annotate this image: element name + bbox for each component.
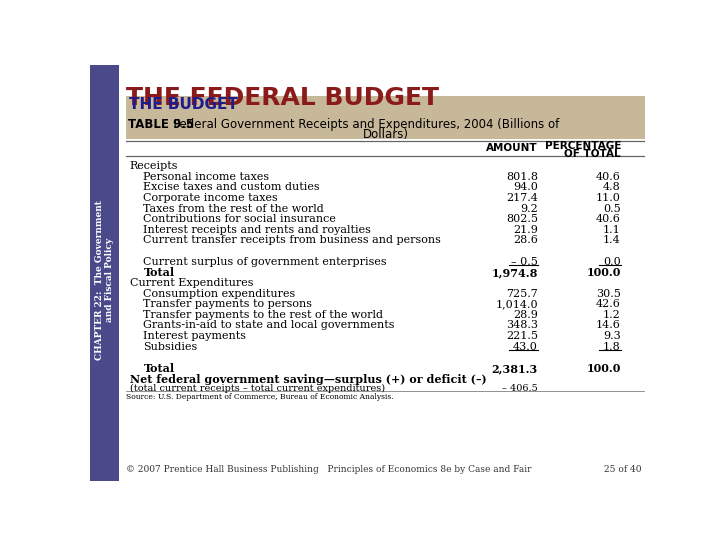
Text: 28.6: 28.6 (513, 235, 538, 246)
Text: 1.2: 1.2 (603, 310, 621, 320)
Text: Current Expenditures: Current Expenditures (130, 278, 253, 288)
Text: (total current receipts – total current expenditures): (total current receipts – total current … (130, 384, 384, 393)
Text: Federal Government Receipts and Expenditures, 2004 (Billions of: Federal Government Receipts and Expendit… (166, 118, 559, 131)
Text: 28.9: 28.9 (513, 310, 538, 320)
Text: Subsidies: Subsidies (143, 342, 198, 352)
Text: 9.3: 9.3 (603, 331, 621, 341)
Text: 4.8: 4.8 (603, 183, 621, 192)
Text: 40.6: 40.6 (596, 172, 621, 181)
Text: 221.5: 221.5 (506, 331, 538, 341)
Text: Grants-in-aid to state and local governments: Grants-in-aid to state and local governm… (143, 320, 395, 330)
Text: Consumption expenditures: Consumption expenditures (143, 288, 296, 299)
Text: 1.1: 1.1 (603, 225, 621, 235)
Text: 25 of 40: 25 of 40 (604, 465, 642, 475)
Text: Dollars): Dollars) (363, 129, 409, 141)
Text: AMOUNT: AMOUNT (486, 143, 538, 153)
Text: CHAPTER 22:  The Government
and Fiscal Policy: CHAPTER 22: The Government and Fiscal Po… (95, 200, 114, 360)
Text: 40.6: 40.6 (596, 214, 621, 224)
Text: Receipts: Receipts (130, 161, 178, 171)
Text: TABLE 9.5: TABLE 9.5 (128, 118, 194, 131)
Text: 217.4: 217.4 (506, 193, 538, 203)
Text: Interest payments: Interest payments (143, 331, 246, 341)
Text: Net federal government saving—surplus (+) or deficit (–): Net federal government saving—surplus (+… (130, 374, 486, 384)
Text: 348.3: 348.3 (506, 320, 538, 330)
Text: Excise taxes and custom duties: Excise taxes and custom duties (143, 183, 320, 192)
Text: 802.5: 802.5 (506, 214, 538, 224)
Text: 1.8: 1.8 (603, 342, 621, 352)
Text: Current transfer receipts from business and persons: Current transfer receipts from business … (143, 235, 441, 246)
Bar (126, 96, 645, 113)
Text: – 406.5: – 406.5 (503, 384, 538, 393)
Text: Total: Total (143, 267, 174, 278)
Text: Current surplus of government enterprises: Current surplus of government enterprise… (143, 256, 387, 267)
Text: Total: Total (143, 363, 174, 374)
Text: 2,381.3: 2,381.3 (492, 363, 538, 374)
Text: THE FEDERAL BUDGET: THE FEDERAL BUDGET (126, 86, 438, 110)
Text: 801.8: 801.8 (506, 172, 538, 181)
Text: 1,974.8: 1,974.8 (492, 267, 538, 278)
Text: 11.0: 11.0 (596, 193, 621, 203)
Text: Transfer payments to the rest of the world: Transfer payments to the rest of the wor… (143, 310, 384, 320)
Text: Corporate income taxes: Corporate income taxes (143, 193, 278, 203)
Text: 14.6: 14.6 (596, 320, 621, 330)
Text: 30.5: 30.5 (596, 288, 621, 299)
Text: 100.0: 100.0 (587, 267, 621, 278)
Text: 1.4: 1.4 (603, 235, 621, 246)
Text: PERCENTAGE: PERCENTAGE (544, 141, 621, 151)
Text: Taxes from the rest of the world: Taxes from the rest of the world (143, 204, 324, 213)
Bar (90, 65, 120, 481)
Text: Personal income taxes: Personal income taxes (143, 172, 269, 181)
Text: Contributions for social insurance: Contributions for social insurance (143, 214, 336, 224)
Text: THE BUDGET: THE BUDGET (129, 97, 238, 112)
Text: 43.0: 43.0 (513, 342, 538, 352)
Text: Transfer payments to persons: Transfer payments to persons (143, 299, 312, 309)
Text: 9.2: 9.2 (521, 204, 538, 213)
Text: 0.5: 0.5 (603, 204, 621, 213)
Text: OF TOTAL: OF TOTAL (564, 148, 621, 159)
Text: Interest receipts and rents and royalties: Interest receipts and rents and royaltie… (143, 225, 372, 235)
Bar (126, 113, 645, 139)
Text: 725.7: 725.7 (506, 288, 538, 299)
Text: – 0.5: – 0.5 (511, 256, 538, 267)
Text: Source: U.S. Department of Commerce, Bureau of Economic Analysis.: Source: U.S. Department of Commerce, Bur… (126, 393, 393, 401)
Text: 1,014.0: 1,014.0 (495, 299, 538, 309)
Text: 42.6: 42.6 (596, 299, 621, 309)
Text: © 2007 Prentice Hall Business Publishing   Principles of Economics 8e by Case an: © 2007 Prentice Hall Business Publishing… (126, 465, 531, 475)
Text: 0.0: 0.0 (603, 256, 621, 267)
Text: 21.9: 21.9 (513, 225, 538, 235)
Text: 94.0: 94.0 (513, 183, 538, 192)
Text: 100.0: 100.0 (587, 363, 621, 374)
